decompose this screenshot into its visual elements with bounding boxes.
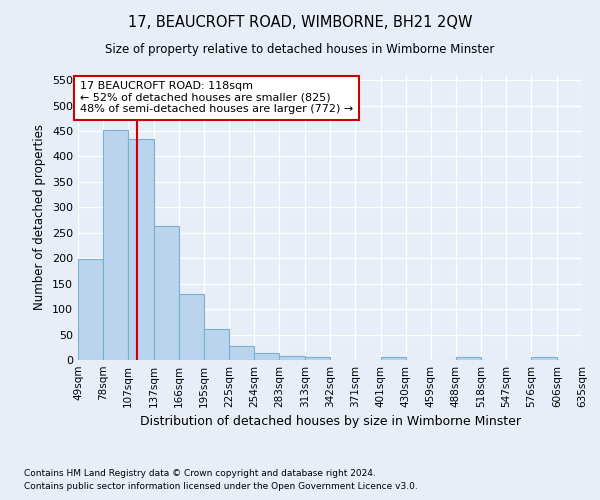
- Text: Size of property relative to detached houses in Wimborne Minster: Size of property relative to detached ho…: [106, 42, 494, 56]
- Bar: [78, 258, 103, 360]
- Bar: [128, 139, 154, 360]
- Bar: [154, 226, 179, 360]
- Bar: [305, 357, 330, 360]
- Bar: [381, 357, 406, 360]
- Bar: [103, 130, 128, 360]
- Bar: [254, 353, 279, 360]
- Bar: [455, 358, 481, 360]
- Text: 17 BEAUCROFT ROAD: 118sqm
← 52% of detached houses are smaller (825)
48% of semi: 17 BEAUCROFT ROAD: 118sqm ← 52% of detac…: [80, 81, 353, 114]
- Bar: [531, 358, 557, 360]
- Text: 17, BEAUCROFT ROAD, WIMBORNE, BH21 2QW: 17, BEAUCROFT ROAD, WIMBORNE, BH21 2QW: [128, 15, 472, 30]
- Y-axis label: Number of detached properties: Number of detached properties: [34, 124, 46, 310]
- Text: Contains HM Land Registry data © Crown copyright and database right 2024.: Contains HM Land Registry data © Crown c…: [24, 468, 376, 477]
- Bar: [203, 329, 229, 360]
- Bar: [179, 294, 203, 360]
- Bar: [229, 346, 254, 360]
- X-axis label: Distribution of detached houses by size in Wimborne Minster: Distribution of detached houses by size …: [139, 416, 521, 428]
- Bar: [279, 356, 305, 360]
- Text: Contains public sector information licensed under the Open Government Licence v3: Contains public sector information licen…: [24, 482, 418, 491]
